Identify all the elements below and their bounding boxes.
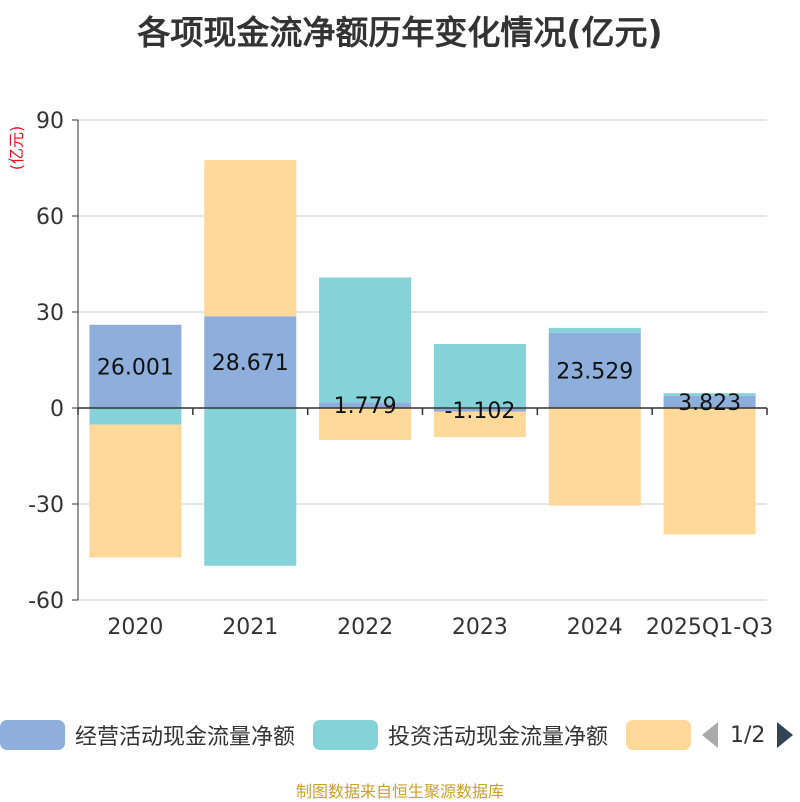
pager-page-text: 1/2 <box>730 722 766 748</box>
legend: 经营活动现金流量净额 投资活动现金流量净额 <box>0 718 719 752</box>
data-labels: 26.001 28.671 1.779 -1.102 23.529 3.823 <box>97 351 741 424</box>
pager-prev-icon[interactable] <box>700 720 720 750</box>
bar-series-0 <box>89 324 182 408</box>
y-tick-label: -60 <box>28 589 64 614</box>
x-tick-label: 2021 <box>222 615 278 640</box>
data-label: -1.102 <box>444 399 515 424</box>
legend-item-operating[interactable]: 经营活动现金流量净额 <box>0 719 295 751</box>
bar-series-2 <box>89 424 182 558</box>
bar-series-2 <box>433 411 526 438</box>
bar-series-1 <box>548 327 641 333</box>
legend-swatch-investing <box>313 720 379 750</box>
data-label: 26.001 <box>97 355 174 380</box>
bar-series-1 <box>89 408 182 425</box>
data-label: 23.529 <box>556 359 633 384</box>
x-tick-label: 2022 <box>337 615 393 640</box>
bar-series-1 <box>663 393 756 396</box>
x-tick-label: 2025Q1-Q3 <box>646 615 773 640</box>
y-unit-label: (亿元) <box>7 126 26 171</box>
bar-series-1 <box>204 408 297 566</box>
bar-series-2 <box>319 408 412 440</box>
bar-series-1 <box>433 344 526 408</box>
bar-series-2 <box>548 408 641 506</box>
y-tick-label: 0 <box>50 397 64 422</box>
pager-next-icon[interactable] <box>775 720 795 750</box>
legend-item-third[interactable] <box>626 720 701 750</box>
source-note: 制图数据来自恒生聚源数据库 <box>295 782 504 801</box>
bar-series-0 <box>204 316 297 408</box>
data-label: 3.823 <box>678 391 741 416</box>
legend-label-operating: 经营活动现金流量净额 <box>75 725 296 750</box>
legend-label-investing: 投资活动现金流量净额 <box>388 725 609 750</box>
legend-pager: 1/2 <box>700 718 795 752</box>
x-tick-label: 2020 <box>107 615 163 640</box>
bars <box>89 160 756 566</box>
bar-series-2 <box>204 160 297 317</box>
data-label: 1.779 <box>334 394 397 419</box>
bar-series-0 <box>663 395 756 408</box>
y-tick-label: -30 <box>28 493 64 518</box>
legend-swatch-operating <box>0 720 65 750</box>
y-tick-label: 60 <box>36 205 64 230</box>
axes: -60 -30 0 30 60 90 (亿元) 2020 2021 2022 2023 2024 202… <box>7 109 773 640</box>
x-tick-label: 2023 <box>452 615 508 640</box>
legend-item-investing[interactable]: 投资活动现金流量净额 <box>313 719 608 751</box>
data-label: 28.671 <box>212 351 289 376</box>
bar-series-2 <box>663 408 756 535</box>
y-tick-label: 30 <box>36 301 64 326</box>
x-tick-label: 2024 <box>567 615 623 640</box>
chart-title: 各项现金流净额历年变化情况(亿元) <box>137 13 663 52</box>
bar-series-0 <box>319 402 412 408</box>
y-tick-label: 90 <box>36 109 64 134</box>
bar-series-0 <box>548 332 641 408</box>
bar-series-1 <box>319 277 412 403</box>
legend-swatch-third <box>626 720 692 750</box>
bar-series-0 <box>433 408 526 412</box>
